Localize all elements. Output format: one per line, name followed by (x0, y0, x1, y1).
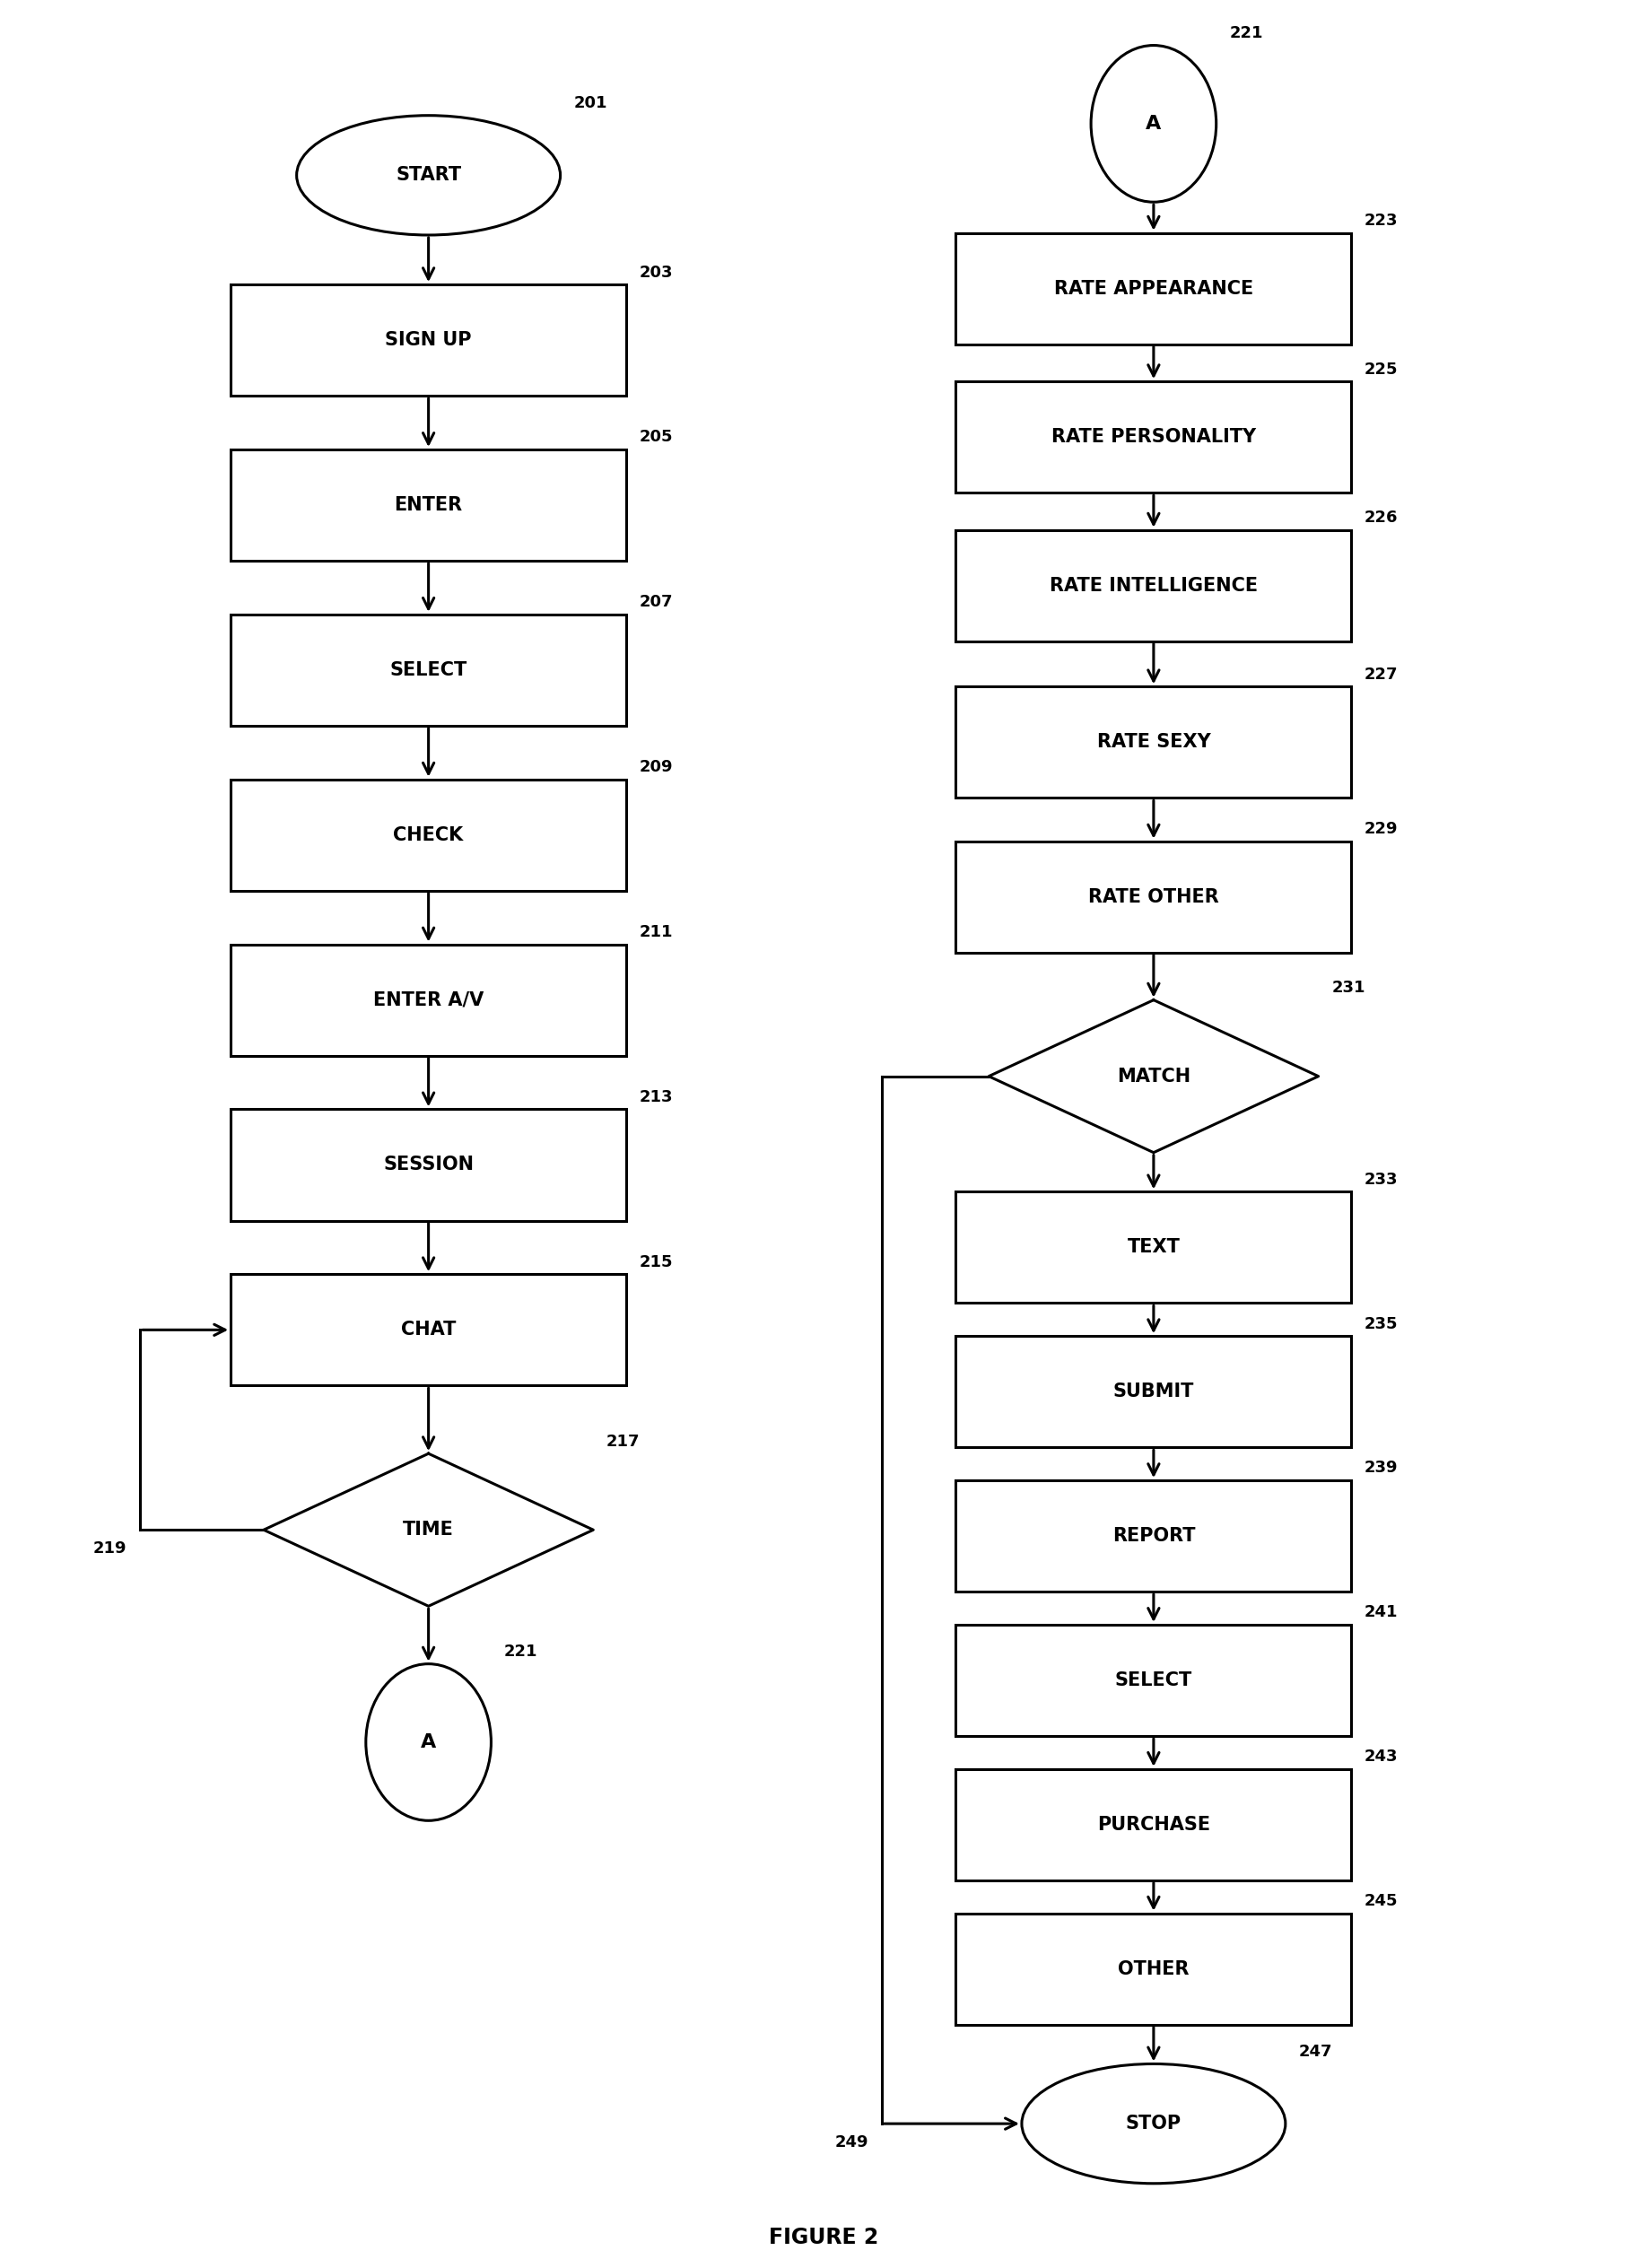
Text: RATE INTELLIGENCE: RATE INTELLIGENCE (1050, 576, 1257, 594)
Text: 205: 205 (639, 429, 672, 445)
FancyBboxPatch shape (231, 1275, 626, 1386)
FancyBboxPatch shape (956, 1481, 1351, 1592)
FancyBboxPatch shape (231, 943, 626, 1055)
FancyBboxPatch shape (956, 1336, 1351, 1447)
Text: 227: 227 (1365, 667, 1398, 683)
FancyBboxPatch shape (956, 1914, 1351, 2025)
FancyBboxPatch shape (231, 284, 626, 397)
Text: 207: 207 (639, 594, 672, 610)
Text: REPORT: REPORT (1112, 1526, 1195, 1545)
Text: RATE PERSONALITY: RATE PERSONALITY (1051, 429, 1256, 447)
Ellipse shape (1022, 2064, 1285, 2184)
Text: STOP: STOP (1126, 2114, 1182, 2132)
Text: SELECT: SELECT (391, 660, 466, 678)
FancyBboxPatch shape (231, 615, 626, 726)
Text: RATE OTHER: RATE OTHER (1088, 887, 1220, 905)
Text: 235: 235 (1365, 1315, 1398, 1331)
Text: 243: 243 (1365, 1749, 1398, 1765)
FancyBboxPatch shape (956, 1624, 1351, 1735)
Text: 201: 201 (574, 95, 606, 111)
Text: START: START (396, 166, 461, 184)
Text: 226: 226 (1365, 510, 1398, 526)
Text: CHECK: CHECK (394, 826, 463, 844)
Text: 213: 213 (639, 1089, 672, 1105)
Text: 219: 219 (94, 1540, 127, 1556)
Text: PURCHASE: PURCHASE (1098, 1817, 1210, 1835)
Text: 209: 209 (639, 760, 672, 776)
FancyBboxPatch shape (956, 841, 1351, 953)
FancyBboxPatch shape (231, 780, 626, 891)
FancyBboxPatch shape (956, 687, 1351, 798)
Text: MATCH: MATCH (1117, 1068, 1190, 1086)
Text: SUBMIT: SUBMIT (1112, 1383, 1195, 1402)
FancyBboxPatch shape (231, 449, 626, 560)
Polygon shape (264, 1454, 593, 1606)
Polygon shape (989, 1000, 1318, 1152)
Text: 239: 239 (1365, 1461, 1398, 1476)
Text: 249: 249 (836, 2134, 868, 2150)
Circle shape (366, 1665, 491, 1821)
Text: 229: 229 (1365, 821, 1398, 837)
FancyBboxPatch shape (956, 234, 1351, 345)
FancyBboxPatch shape (956, 381, 1351, 492)
FancyBboxPatch shape (231, 1109, 626, 1220)
Text: 217: 217 (606, 1433, 639, 1449)
Text: A: A (420, 1733, 437, 1751)
Text: 223: 223 (1365, 213, 1398, 229)
Text: TIME: TIME (404, 1522, 453, 1540)
Text: RATE APPEARANCE: RATE APPEARANCE (1055, 279, 1252, 297)
Text: 233: 233 (1365, 1173, 1398, 1188)
Text: TEXT: TEXT (1127, 1238, 1180, 1256)
Text: 225: 225 (1365, 361, 1398, 376)
Text: FIGURE 2: FIGURE 2 (770, 2227, 878, 2248)
Ellipse shape (297, 116, 560, 236)
Text: 221: 221 (1229, 25, 1262, 41)
Text: 211: 211 (639, 923, 672, 941)
FancyBboxPatch shape (956, 1191, 1351, 1304)
Text: ENTER: ENTER (394, 497, 463, 515)
FancyBboxPatch shape (956, 1769, 1351, 1880)
Text: 221: 221 (504, 1644, 537, 1660)
Text: SELECT: SELECT (1116, 1672, 1192, 1690)
Text: A: A (1145, 116, 1162, 134)
FancyBboxPatch shape (956, 531, 1351, 642)
Text: 215: 215 (639, 1254, 672, 1270)
Circle shape (1091, 45, 1216, 202)
Text: 231: 231 (1332, 980, 1365, 996)
Text: SESSION: SESSION (384, 1157, 473, 1175)
Text: RATE SEXY: RATE SEXY (1098, 733, 1210, 751)
Text: 203: 203 (639, 265, 672, 281)
Text: 247: 247 (1299, 2043, 1332, 2059)
Text: 241: 241 (1365, 1603, 1398, 1622)
Text: 245: 245 (1365, 1894, 1398, 1910)
Text: OTHER: OTHER (1117, 1960, 1190, 1978)
Text: ENTER A/V: ENTER A/V (372, 991, 485, 1009)
Text: CHAT: CHAT (400, 1320, 456, 1338)
Text: SIGN UP: SIGN UP (386, 331, 471, 349)
